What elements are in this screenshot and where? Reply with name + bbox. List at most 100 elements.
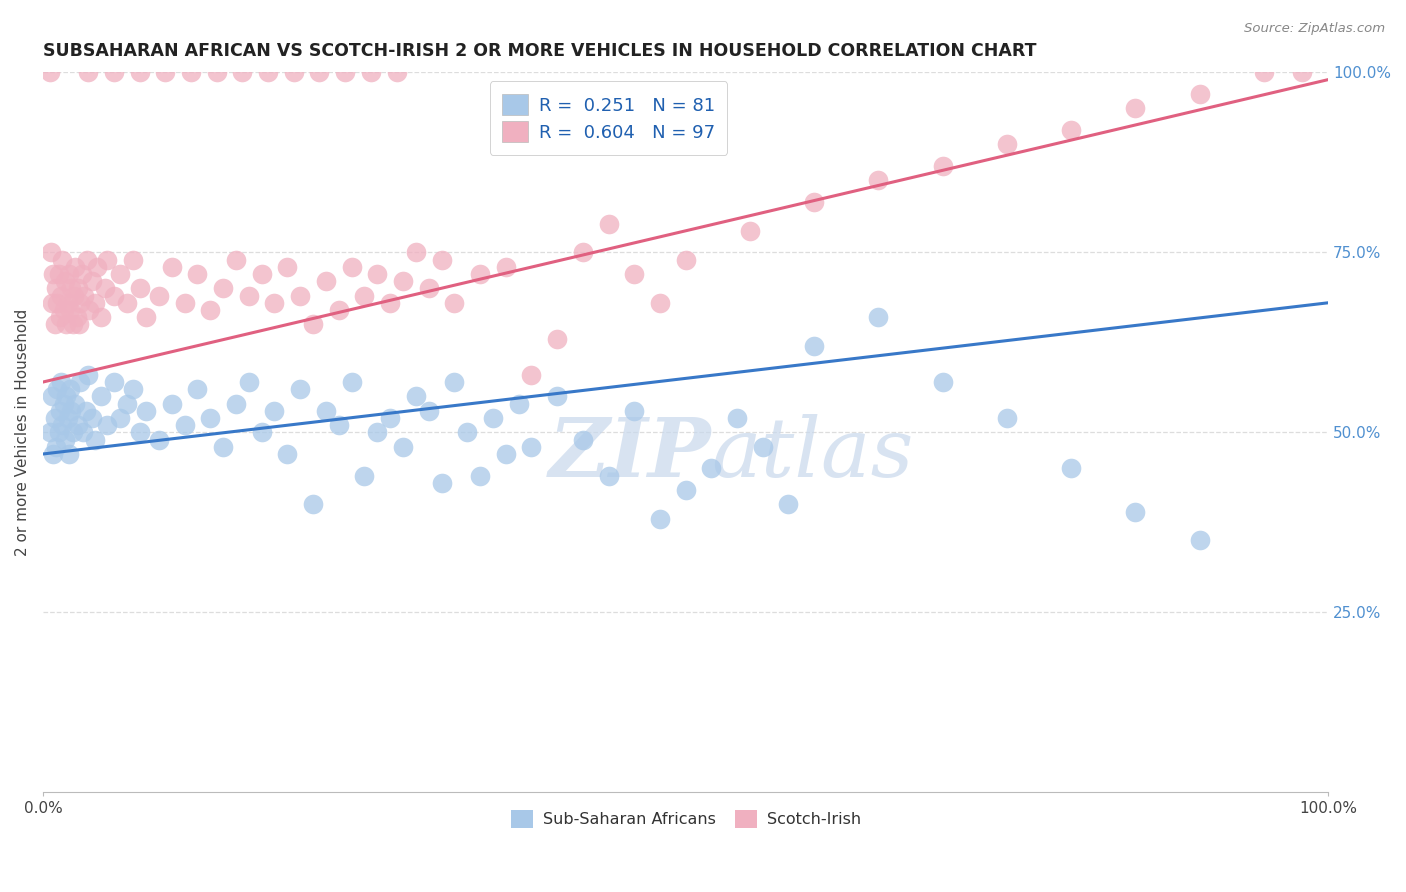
Point <box>72 425 94 440</box>
Point <box>46 382 69 396</box>
Point <box>51 375 73 389</box>
Point <box>75 404 97 418</box>
Point <box>1060 123 1083 137</box>
Text: ZIP: ZIP <box>548 414 711 494</box>
Point <box>675 252 697 267</box>
Point <box>430 252 453 267</box>
Point <box>46 295 69 310</box>
Point <box>418 281 440 295</box>
Point <box>180 65 202 79</box>
Point <box>700 461 723 475</box>
Point <box>520 440 543 454</box>
Point <box>58 267 80 281</box>
Point <box>995 137 1018 152</box>
Point <box>598 217 620 231</box>
Point <box>128 425 150 440</box>
Point <box>263 295 285 310</box>
Point <box>77 65 100 79</box>
Point <box>1188 87 1211 101</box>
Point <box>546 332 568 346</box>
Point <box>212 440 235 454</box>
Point <box>366 425 388 440</box>
Point <box>385 65 408 79</box>
Point <box>725 411 748 425</box>
Legend: Sub-Saharan Africans, Scotch-Irish: Sub-Saharan Africans, Scotch-Irish <box>505 804 868 835</box>
Point <box>51 252 73 267</box>
Point <box>77 368 100 382</box>
Point <box>53 433 76 447</box>
Point <box>83 295 105 310</box>
Point <box>328 303 350 318</box>
Point <box>55 318 77 332</box>
Point <box>200 411 222 425</box>
Point <box>128 281 150 295</box>
Point <box>648 295 671 310</box>
Point <box>110 267 132 281</box>
Point <box>778 497 800 511</box>
Point <box>231 65 253 79</box>
Point <box>250 267 273 281</box>
Point <box>83 433 105 447</box>
Point <box>546 389 568 403</box>
Point <box>160 396 183 410</box>
Point <box>96 418 118 433</box>
Point <box>103 375 125 389</box>
Point <box>148 288 170 302</box>
Point <box>225 252 247 267</box>
Point <box>623 267 645 281</box>
Point <box>675 483 697 497</box>
Point <box>115 396 138 410</box>
Point <box>257 65 280 79</box>
Point <box>353 288 375 302</box>
Point <box>79 303 101 318</box>
Point <box>60 404 83 418</box>
Point <box>443 295 465 310</box>
Point <box>63 288 86 302</box>
Point <box>70 267 93 281</box>
Point <box>42 267 65 281</box>
Point <box>328 418 350 433</box>
Point <box>482 411 505 425</box>
Point <box>1253 65 1275 79</box>
Point <box>315 274 337 288</box>
Point <box>340 375 363 389</box>
Point <box>44 411 66 425</box>
Point <box>148 433 170 447</box>
Point <box>62 425 84 440</box>
Point <box>59 382 82 396</box>
Point <box>90 389 112 403</box>
Point <box>868 173 890 187</box>
Point <box>94 281 117 295</box>
Point <box>495 260 517 274</box>
Point <box>1125 504 1147 518</box>
Text: Source: ZipAtlas.com: Source: ZipAtlas.com <box>1244 22 1385 36</box>
Point <box>52 396 75 410</box>
Point <box>51 418 73 433</box>
Point <box>122 382 145 396</box>
Point <box>186 267 208 281</box>
Point <box>62 318 84 332</box>
Point <box>456 425 478 440</box>
Point <box>67 318 90 332</box>
Point <box>135 404 157 418</box>
Point <box>443 375 465 389</box>
Point <box>572 433 595 447</box>
Point <box>65 310 87 325</box>
Point <box>378 295 401 310</box>
Point <box>276 447 298 461</box>
Point <box>868 310 890 325</box>
Point <box>225 396 247 410</box>
Point <box>56 411 79 425</box>
Point <box>48 267 70 281</box>
Point <box>73 288 96 302</box>
Point <box>122 252 145 267</box>
Point <box>42 447 65 461</box>
Point <box>290 382 312 396</box>
Point <box>135 310 157 325</box>
Point <box>405 389 427 403</box>
Point <box>66 418 89 433</box>
Point <box>738 224 761 238</box>
Point <box>520 368 543 382</box>
Point <box>995 411 1018 425</box>
Point <box>250 425 273 440</box>
